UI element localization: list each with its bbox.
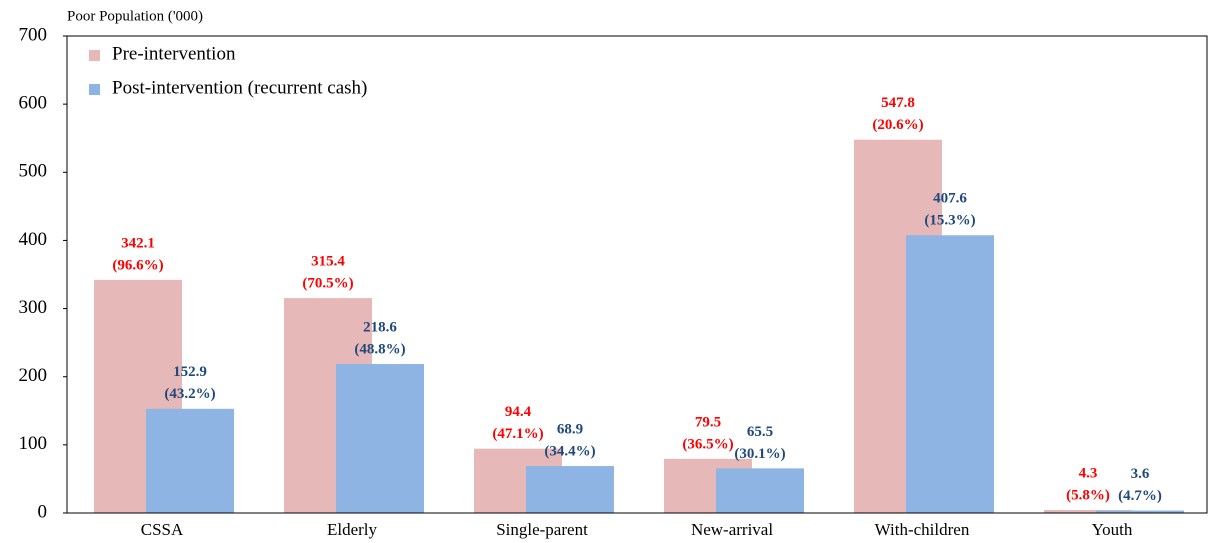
legend-swatch bbox=[89, 84, 100, 95]
bar bbox=[336, 364, 424, 513]
y-tick-label: 500 bbox=[19, 161, 48, 182]
y-tick-label: 100 bbox=[19, 433, 48, 454]
data-label: 79.5 bbox=[695, 414, 721, 430]
share-label: (30.1%) bbox=[734, 446, 785, 462]
y-tick-label: 600 bbox=[19, 93, 48, 114]
bar bbox=[906, 235, 994, 514]
data-label: 94.4 bbox=[505, 404, 532, 420]
share-label: (4.7%) bbox=[1118, 488, 1162, 504]
share-label: (36.5%) bbox=[682, 436, 733, 452]
y-tick-label: 400 bbox=[19, 229, 48, 250]
share-label: (96.6%) bbox=[112, 257, 163, 273]
data-label: 315.4 bbox=[311, 254, 345, 270]
x-tick-label: Single-parent bbox=[496, 520, 588, 539]
x-tick-label: With-children bbox=[875, 520, 970, 539]
share-label: (20.6%) bbox=[872, 117, 923, 133]
share-label: (70.5%) bbox=[302, 276, 353, 292]
data-label: 342.1 bbox=[121, 235, 155, 251]
share-label: (43.2%) bbox=[164, 386, 215, 402]
data-label: 152.9 bbox=[173, 364, 207, 380]
data-label: 65.5 bbox=[747, 424, 773, 440]
share-label: (34.4%) bbox=[544, 443, 595, 459]
data-label: 547.8 bbox=[881, 95, 915, 111]
share-label: (15.3%) bbox=[924, 213, 975, 229]
bar bbox=[1096, 510, 1184, 513]
bar bbox=[1044, 510, 1132, 513]
data-label: 3.6 bbox=[1131, 466, 1150, 482]
y-tick-label: 700 bbox=[19, 24, 48, 45]
share-label: (5.8%) bbox=[1066, 488, 1110, 504]
x-tick-label: New-arrival bbox=[691, 520, 773, 539]
y-tick-label: 300 bbox=[19, 297, 48, 318]
y-axis-label: Poor Population ('000) bbox=[67, 8, 203, 24]
share-label: (48.8%) bbox=[354, 341, 405, 357]
plot-frame bbox=[66, 35, 1208, 514]
data-label: 218.6 bbox=[363, 319, 397, 335]
legend-label: Post-intervention (recurrent cash) bbox=[112, 77, 367, 98]
x-tick-label: Youth bbox=[1092, 520, 1133, 539]
bar bbox=[526, 466, 614, 513]
y-tick-label: 200 bbox=[19, 365, 48, 386]
x-tick-label: CSSA bbox=[141, 520, 184, 539]
data-label: 407.6 bbox=[933, 191, 967, 207]
data-label: 4.3 bbox=[1079, 466, 1098, 482]
legend-swatch bbox=[89, 50, 100, 61]
x-tick-label: Elderly bbox=[327, 520, 378, 539]
legend-label: Pre-intervention bbox=[112, 43, 236, 64]
bar bbox=[146, 408, 234, 513]
share-label: (47.1%) bbox=[492, 426, 543, 442]
y-tick-label: 0 bbox=[38, 501, 48, 522]
bar bbox=[716, 468, 804, 513]
data-label: 68.9 bbox=[557, 421, 583, 437]
